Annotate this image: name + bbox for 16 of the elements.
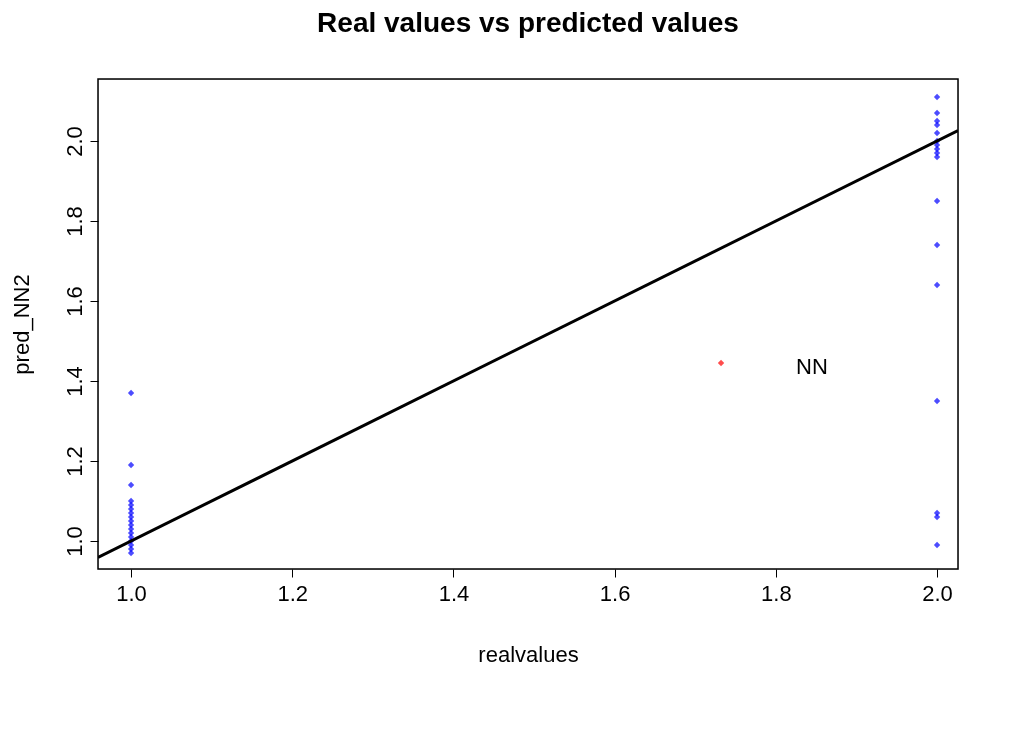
x-tick-label: 1.2 (277, 580, 309, 606)
y-tick-label: 1.0 (61, 526, 87, 557)
x-tick-label: 1.6 (599, 580, 631, 606)
y-axis-title: pred_NN2 (8, 274, 34, 375)
y-tick-label: 2.0 (61, 126, 87, 157)
y-tick-label: 1.4 (61, 366, 87, 397)
y-tick-label: 1.6 (61, 286, 87, 317)
x-tick-label: 1.8 (761, 580, 792, 606)
x-axis-title: realvalues (478, 641, 579, 667)
annotation: NN (796, 354, 828, 379)
x-tick-label: 2.0 (922, 580, 953, 606)
y-tick-label: 1.2 (61, 446, 87, 477)
x-tick-label: 1.0 (116, 580, 147, 606)
x-tick-label: 1.4 (438, 580, 470, 606)
y-tick-label: 1.8 (61, 206, 87, 237)
chart-title: Real values vs predicted values (317, 7, 739, 39)
